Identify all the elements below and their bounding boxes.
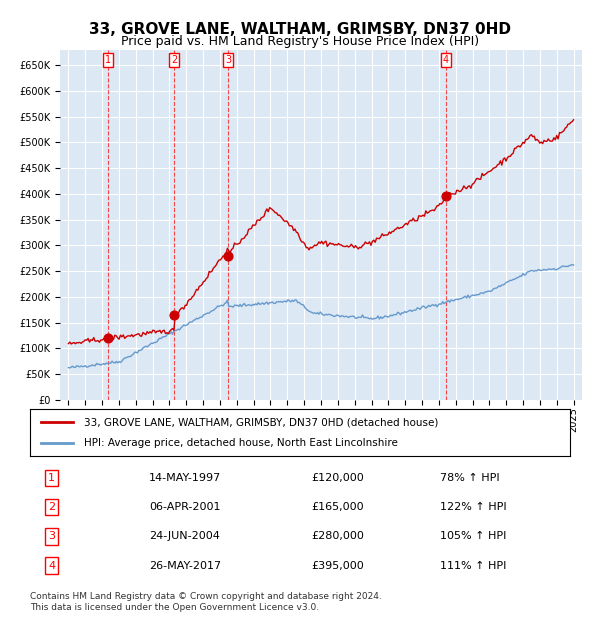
Text: Price paid vs. HM Land Registry's House Price Index (HPI): Price paid vs. HM Land Registry's House … <box>121 35 479 48</box>
Text: 33, GROVE LANE, WALTHAM, GRIMSBY, DN37 0HD: 33, GROVE LANE, WALTHAM, GRIMSBY, DN37 0… <box>89 22 511 37</box>
Text: 3: 3 <box>48 531 55 541</box>
Text: 24-JUN-2004: 24-JUN-2004 <box>149 531 220 541</box>
Text: 1: 1 <box>48 473 55 483</box>
Text: 2: 2 <box>171 55 177 65</box>
Text: Contains HM Land Registry data © Crown copyright and database right 2024.
This d: Contains HM Land Registry data © Crown c… <box>30 592 382 611</box>
Text: 14-MAY-1997: 14-MAY-1997 <box>149 473 221 483</box>
Text: £165,000: £165,000 <box>311 502 364 512</box>
Text: 06-APR-2001: 06-APR-2001 <box>149 502 220 512</box>
Text: 3: 3 <box>225 55 231 65</box>
Text: 105% ↑ HPI: 105% ↑ HPI <box>440 531 507 541</box>
Point <box>223 250 233 260</box>
Text: 4: 4 <box>443 55 449 65</box>
Text: £280,000: £280,000 <box>311 531 364 541</box>
Text: 122% ↑ HPI: 122% ↑ HPI <box>440 502 507 512</box>
Text: 1: 1 <box>105 55 112 65</box>
Text: HPI: Average price, detached house, North East Lincolnshire: HPI: Average price, detached house, Nort… <box>84 438 398 448</box>
Text: £120,000: £120,000 <box>311 473 364 483</box>
Text: 33, GROVE LANE, WALTHAM, GRIMSBY, DN37 0HD (detached house): 33, GROVE LANE, WALTHAM, GRIMSBY, DN37 0… <box>84 417 439 427</box>
Text: 4: 4 <box>48 560 55 570</box>
Text: 78% ↑ HPI: 78% ↑ HPI <box>440 473 500 483</box>
Point <box>441 192 451 202</box>
Text: 111% ↑ HPI: 111% ↑ HPI <box>440 560 507 570</box>
Text: £395,000: £395,000 <box>311 560 364 570</box>
Text: 2: 2 <box>48 502 55 512</box>
Point <box>169 310 179 320</box>
Text: 26-MAY-2017: 26-MAY-2017 <box>149 560 221 570</box>
Point <box>104 333 113 343</box>
